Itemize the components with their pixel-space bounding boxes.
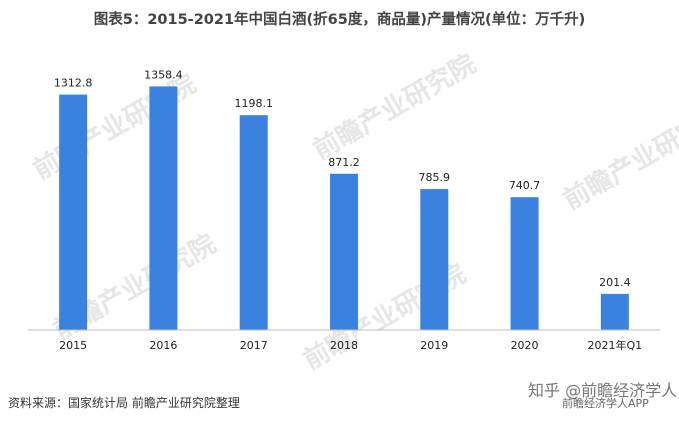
- bar-2018: [330, 173, 358, 330]
- bars-group: 1312.8 1358.4 1198.1 871.2 785.9 740.7 201.4: [54, 68, 631, 330]
- data-label-2019: 785.9: [419, 171, 451, 184]
- data-label-2018: 871.2: [328, 156, 360, 169]
- bar-2020: [510, 197, 539, 330]
- x-tick-2021年Q1: 2021年Q1: [588, 338, 643, 352]
- x-tick-2017: 2017: [240, 339, 268, 352]
- x-tick-2020: 2020: [511, 339, 539, 352]
- brand-app-label: 前瞻经济学人APP: [562, 397, 649, 410]
- data-label-2021年Q1: 201.4: [599, 276, 631, 289]
- brand-label: 知乎 @前瞻经济学人: [528, 381, 678, 400]
- data-label-2016: 1358.4: [144, 68, 183, 81]
- bar-2019: [420, 189, 449, 330]
- source-note: 资料来源：国家统计局 前瞻产业研究院整理: [8, 396, 240, 410]
- x-tick-2016: 2016: [149, 339, 177, 352]
- watermark-3: 前瞻产业研究院: [558, 98, 679, 216]
- bar-2016: [149, 86, 178, 330]
- x-tick-2018: 2018: [330, 339, 358, 352]
- data-label-2017: 1198.1: [234, 97, 273, 110]
- bar-2017: [239, 115, 268, 330]
- data-label-2020: 740.7: [509, 179, 541, 192]
- bar-2021年Q1: [600, 293, 629, 330]
- chart-title: 图表5：2015-2021年中国白酒(折65度，商品量)产量情况(单位：万千升): [93, 12, 586, 28]
- x-tick-labels: 2015 2016 2017 2018 2019 2020 2021年Q1: [59, 338, 642, 352]
- x-tick-2019: 2019: [420, 339, 448, 352]
- data-label-2015: 1312.8: [54, 77, 93, 90]
- bar-2015: [59, 94, 88, 330]
- watermark-2: 前瞻产业研究院: [308, 48, 481, 166]
- x-tick-2015: 2015: [59, 339, 87, 352]
